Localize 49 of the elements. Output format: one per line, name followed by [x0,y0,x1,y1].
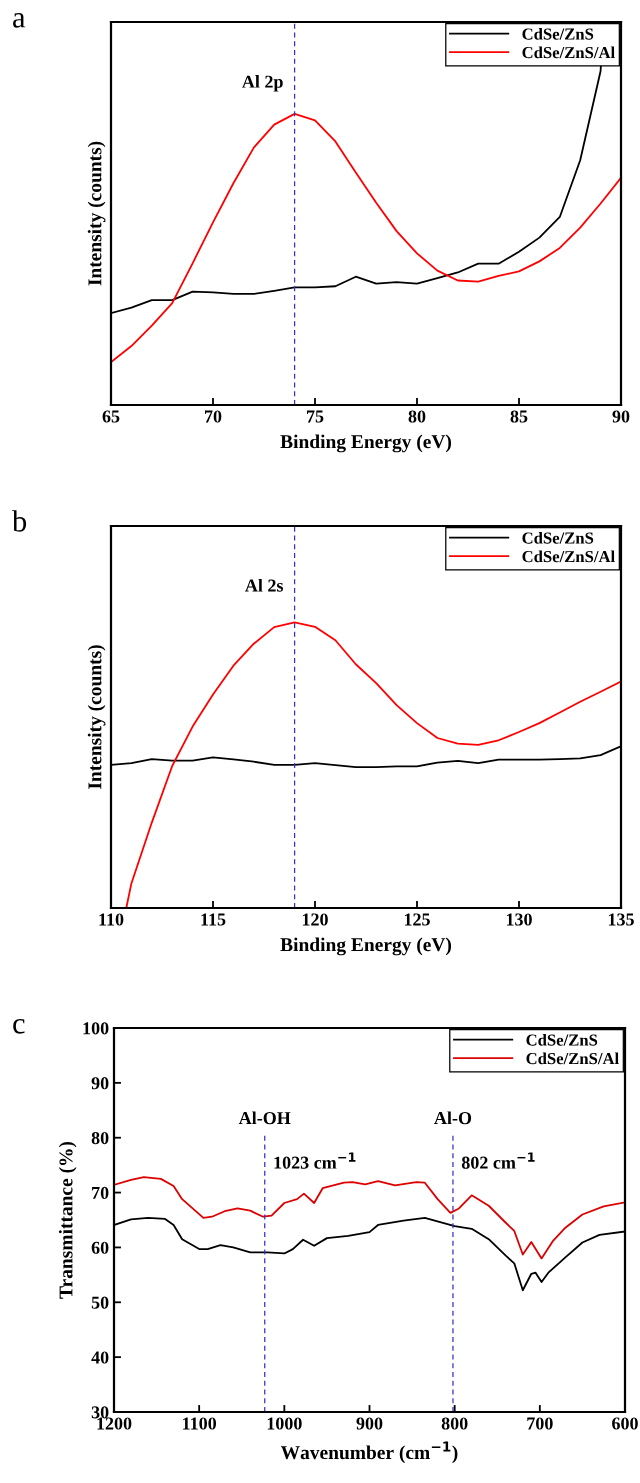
x-tick-label: 1200 [97,1417,132,1430]
x-axis-title: Wavenumber (cm$^{−1}$) [280,1441,458,1464]
x-tick-label: 600 [612,1417,638,1430]
line-series [114,1176,625,1260]
y-tick-label: 70 [92,1186,109,1200]
ref-line-label: Al-OH [238,1111,291,1125]
x-tick-label: 1000 [267,1417,302,1430]
x-tick-label: 85 [510,410,528,423]
x-tick-label: 110 [99,913,124,926]
legend-label: CdSe/ZnS/Al [522,550,615,563]
x-tick-label: 115 [201,913,226,926]
x-tick-label: 135 [608,913,634,926]
x-tick-label: 800 [441,1417,468,1430]
legend-label: CdSe/ZnS [526,1033,598,1046]
x-tick-label: 80 [408,410,426,423]
y-tick-label: 100 [83,1022,109,1035]
annotation: 802 cm$^{−1}$ [461,1152,535,1169]
text: Al 2s [245,578,284,592]
legend-label: CdSe/ZnS/Al [522,46,615,59]
x-tick-label: 120 [302,913,328,926]
annotation: 1023 cm$^{−1}$ [274,1152,356,1169]
x-tick-label: 65 [102,410,120,423]
legend-label: CdSe/ZnS/Al [526,1052,619,1065]
x-tick-label: 130 [506,913,532,926]
y-axis-title: Transmittance (%) [58,1141,77,1299]
annotation: Al 2p [242,75,283,92]
y-axis-title: Intensity (counts) [87,141,106,286]
y-tick-label: 60 [91,1241,109,1254]
x-axis-title: Binding Energy (eV) [280,434,452,453]
chart-title: b [12,510,27,532]
x-tick-label: 1100 [183,1417,217,1430]
x-tick-label: 900 [356,1417,383,1430]
chart-title: c [13,1018,25,1034]
y-tick-label: 40 [91,1351,109,1364]
x-tick-label: 75 [307,410,324,423]
y-tick-label: 50 [91,1296,109,1309]
x-tick-label: 700 [527,1417,553,1430]
legend-label: CdSe/ZnS [522,531,594,544]
chart-title: a [13,13,26,28]
x-tick-label: 125 [404,913,430,926]
x-tick-label: 90 [612,410,630,423]
x-tick-label: 70 [205,410,222,423]
y-axis-title: Intensity (counts) [87,645,106,789]
y-tick-label: 30 [91,1406,109,1419]
x-axis-title: Binding Energy (eV) [280,937,452,956]
y-tick-label: 80 [91,1131,109,1145]
y-tick-label: 90 [91,1077,109,1090]
legend-label: CdSe/ZnS [522,27,594,40]
ref-line-label: Al-O [434,1111,472,1125]
